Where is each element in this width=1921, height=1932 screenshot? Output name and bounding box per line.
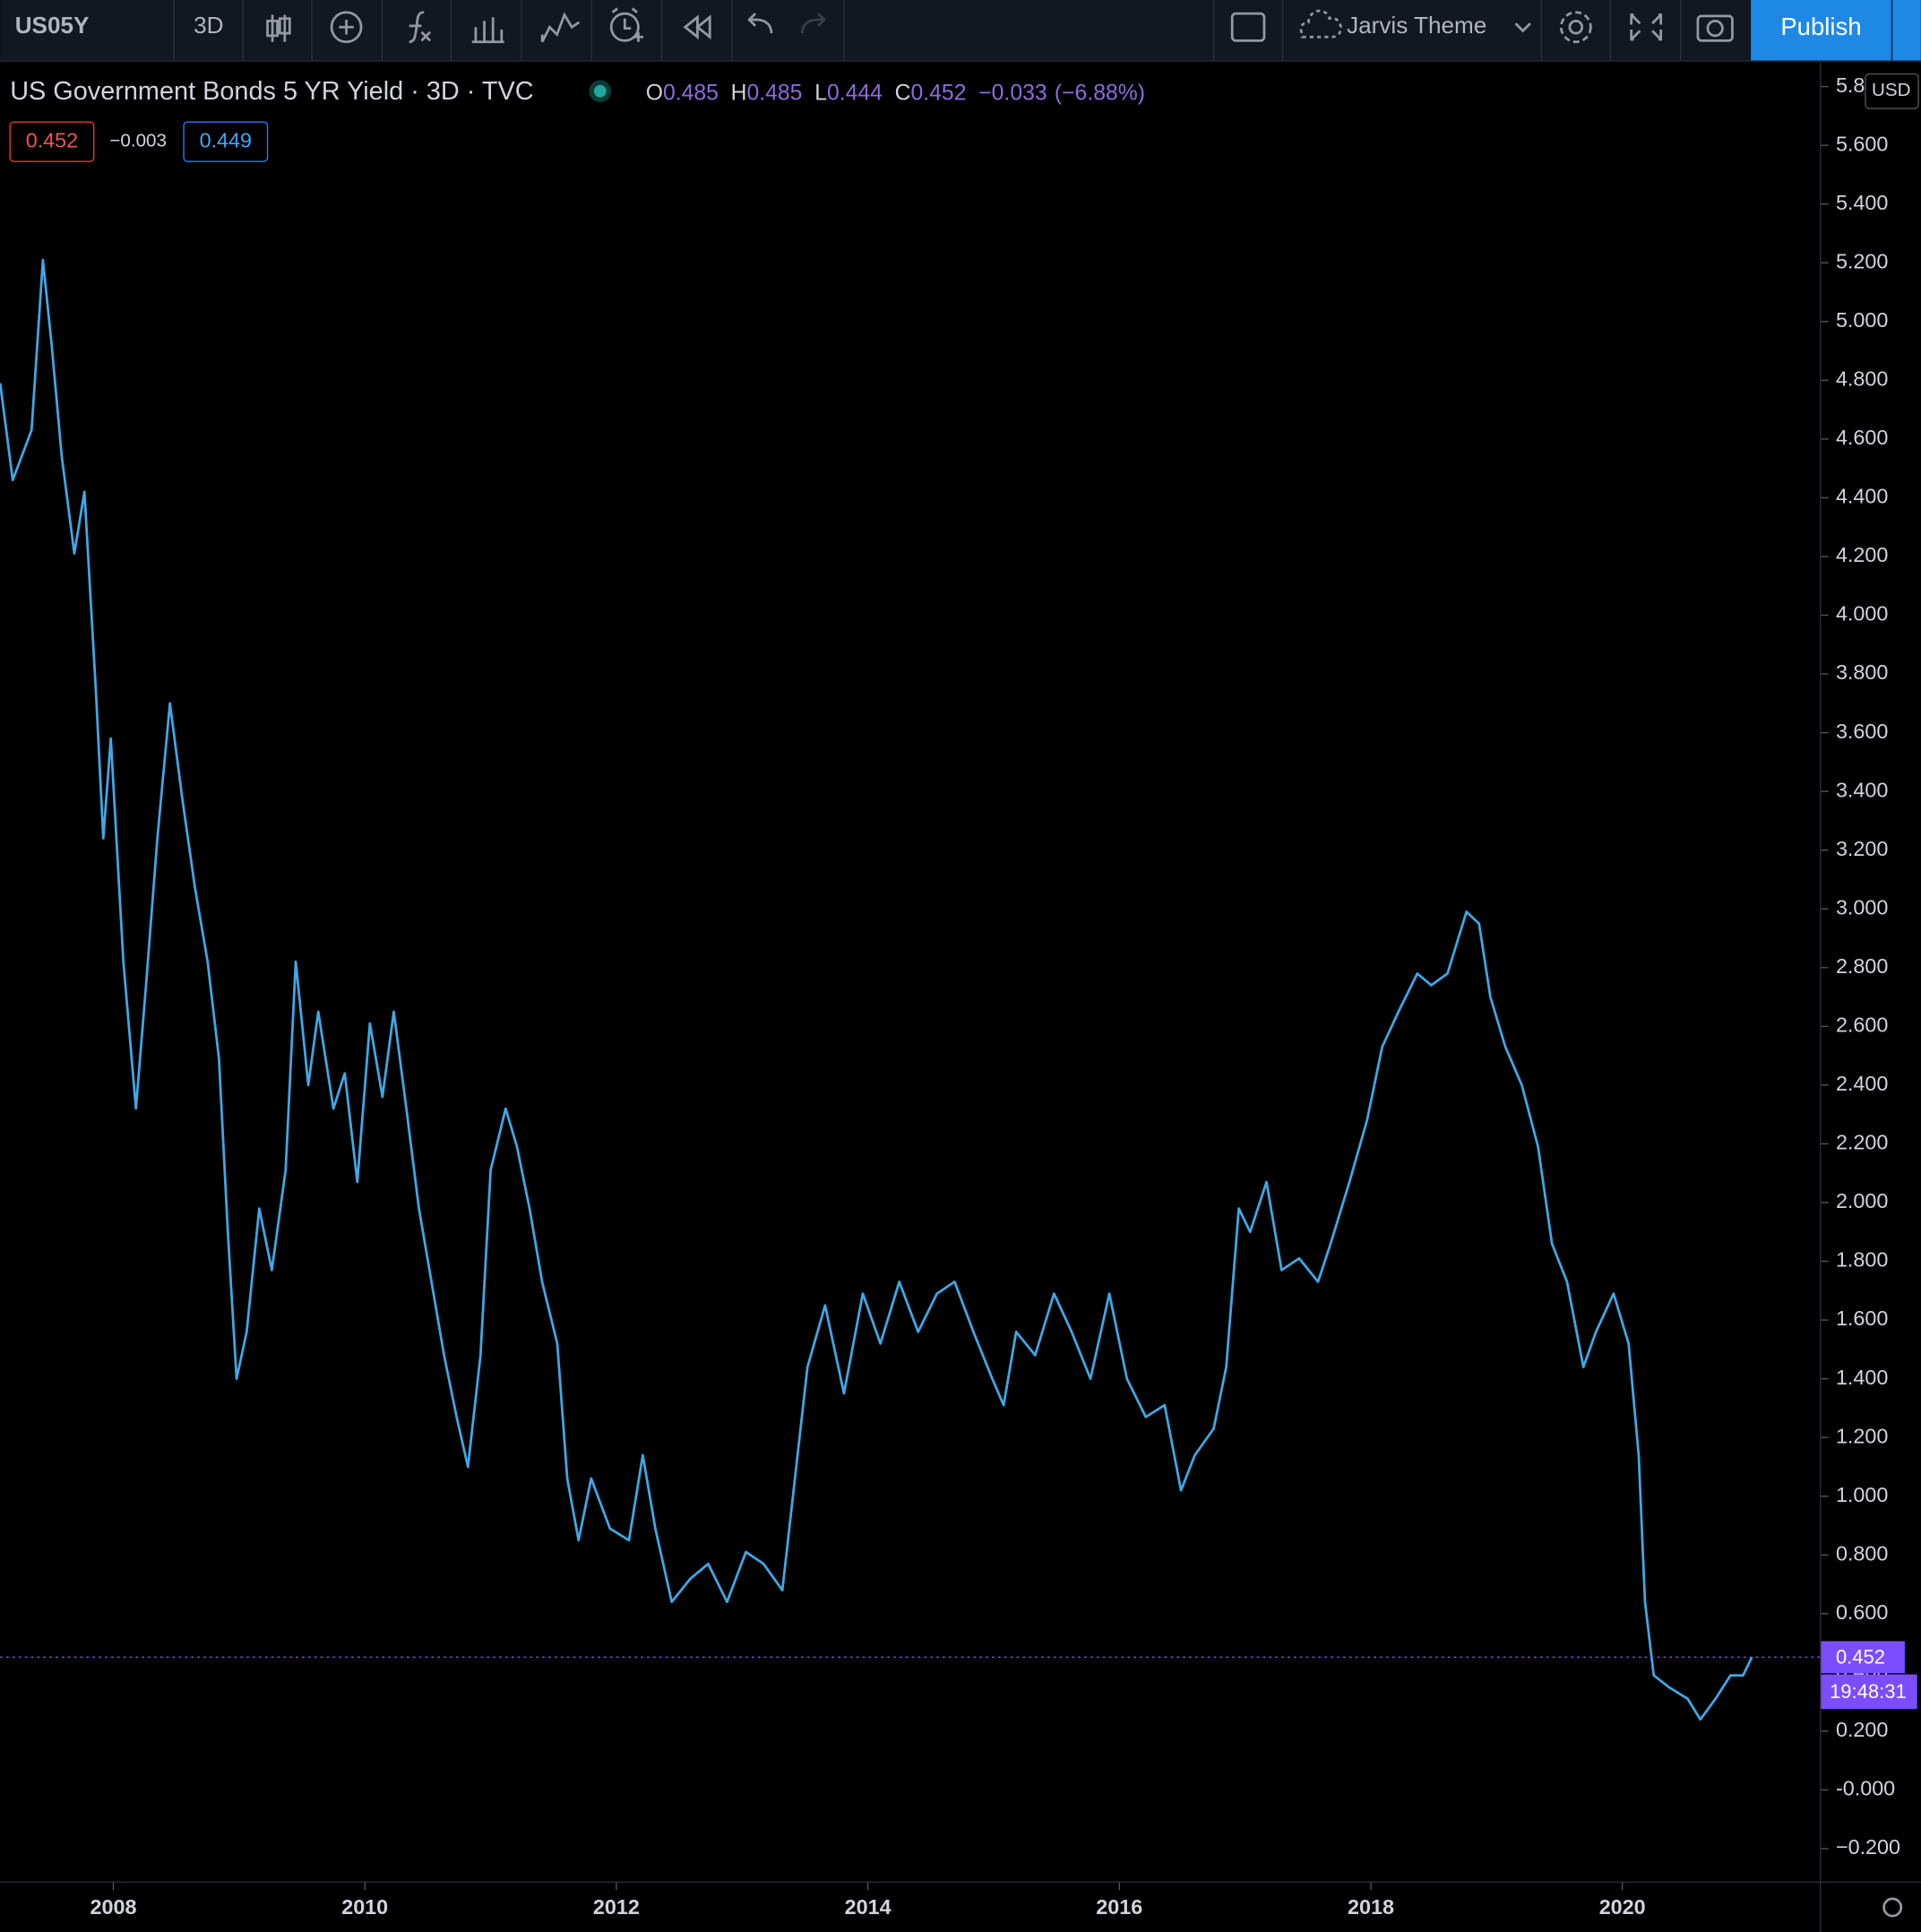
y-tick-label: 1.800: [1836, 1248, 1888, 1272]
ask: 0.449: [200, 128, 252, 151]
last-price-box: [1821, 1641, 1905, 1674]
toolbar-separators: [173, 0, 1682, 61]
y-tick-label: 1.200: [1836, 1424, 1888, 1447]
y-tick-label: 1.600: [1836, 1307, 1888, 1330]
x-tick-label: 2014: [845, 1895, 892, 1919]
legend-item: 0.444: [827, 81, 883, 105]
y-tick-label: 5.000: [1836, 308, 1888, 332]
x-tick-label: 2018: [1348, 1895, 1394, 1919]
x-tick-label: 2016: [1096, 1895, 1142, 1919]
y-tick-label: 3.400: [1836, 778, 1888, 801]
legend-item: H: [731, 81, 747, 105]
interval[interactable]: 3D: [194, 12, 223, 39]
x-tick-label: 2008: [90, 1895, 137, 1919]
currency-box: [1865, 73, 1919, 109]
y-tick-label: 2.600: [1836, 1013, 1888, 1037]
y-tick-label: 3.000: [1836, 895, 1888, 919]
legend-title: US Government Bonds 5 YR Yield · 3D · TV…: [10, 77, 533, 106]
ohlc-legend: O0.485 H0.485 L0.444 C0.452 −0.033 (−6.88%): [646, 81, 1145, 105]
legend-item: O: [646, 81, 663, 105]
y-tick-label: 3.600: [1836, 720, 1888, 743]
publish-dropdown[interactable]: [1892, 0, 1921, 61]
y-tick-label: 2.800: [1836, 954, 1888, 978]
toolbar-icons[interactable]: [266, 7, 1734, 44]
y-tick-label: 1.400: [1836, 1366, 1888, 1389]
y-tick-label: 4.600: [1836, 426, 1888, 449]
y-tick-label: 2.400: [1836, 1072, 1888, 1095]
toolbar: US05Y 3D Jarvis Theme P: [0, 0, 1921, 62]
y-tick-label: 5.400: [1836, 191, 1888, 214]
y-tick-label: 4.200: [1836, 543, 1888, 566]
y-tick-label: 3.200: [1836, 837, 1888, 860]
y-tick-label: 0.200: [1836, 1718, 1888, 1741]
y-tick-label: 5.600: [1836, 132, 1888, 155]
y-tick-label: 2.000: [1836, 1189, 1888, 1212]
market-status-dot: [593, 84, 607, 98]
x-tick-label: 2012: [593, 1895, 640, 1919]
legend-item: 0.485: [663, 81, 719, 105]
legend-item: 0.452: [911, 81, 967, 105]
y-tick-label: 1.000: [1836, 1483, 1888, 1506]
countdown-box: [1821, 1674, 1917, 1710]
countdown: 19:48:31: [1830, 1680, 1907, 1703]
y-tick-label: -0.000: [1836, 1777, 1895, 1800]
y-tick-label: 4.000: [1836, 602, 1888, 625]
y-tick-label: 3.800: [1836, 660, 1888, 684]
publish-label[interactable]: Publish: [1780, 13, 1861, 40]
currency: USD: [1872, 80, 1911, 100]
symbol[interactable]: US05Y: [15, 12, 90, 39]
settings-icon[interactable]: [1882, 1897, 1903, 1918]
y-tick-label: −0.200: [1836, 1835, 1900, 1859]
x-tick-label: 2020: [1599, 1895, 1646, 1919]
spread: −0.003: [109, 131, 167, 151]
y-tick-label: 4.800: [1836, 367, 1888, 391]
yield-line: [0, 258, 1753, 1721]
y-tick-label: 4.400: [1836, 485, 1888, 508]
last-price-label: 0.452: [1836, 1645, 1885, 1668]
publish-button[interactable]: [1751, 0, 1891, 61]
legend-item: 0.485: [747, 81, 803, 105]
toolbar-bg: [0, 0, 1921, 61]
y-tick-label: 2.200: [1836, 1131, 1888, 1154]
bid: 0.452: [26, 128, 78, 151]
y-tick-label: 5.200: [1836, 249, 1888, 272]
x-tick-label: 2010: [341, 1895, 388, 1919]
legend-item: −0.033: [978, 81, 1047, 105]
y-tick-label: 0.800: [1836, 1541, 1888, 1565]
bid-box: [9, 121, 95, 162]
legend-item: L: [814, 81, 827, 105]
theme-name[interactable]: Jarvis Theme: [1347, 12, 1486, 39]
ask-box: [183, 121, 269, 162]
price-axis: −0.200-0.0000.2000.4000.6000.8001.0001.2…: [1821, 73, 1900, 1859]
y-tick-label: 0.600: [1836, 1600, 1888, 1624]
legend-item: C: [895, 81, 911, 105]
plot-area: [0, 258, 1822, 1721]
legend-item: (−6.88%): [1055, 81, 1145, 105]
